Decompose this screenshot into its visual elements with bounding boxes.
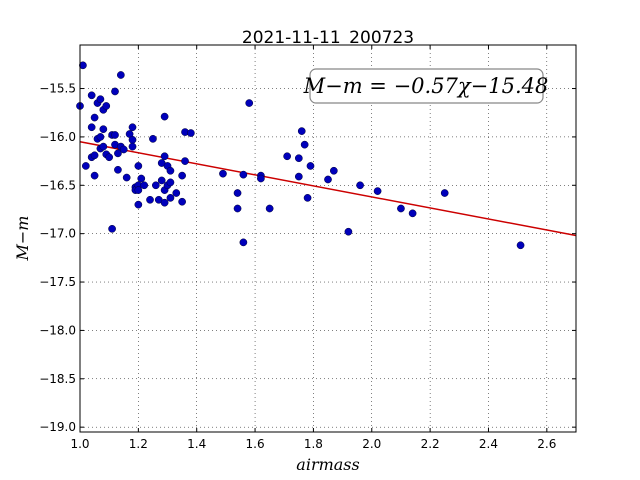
data-point xyxy=(245,99,254,107)
data-point xyxy=(373,187,382,195)
data-point xyxy=(181,157,189,165)
data-point xyxy=(122,173,131,182)
data-point xyxy=(166,166,175,175)
data-point xyxy=(149,134,157,143)
data-point xyxy=(134,162,143,170)
data-point xyxy=(128,142,137,151)
fit-equation: M−m = −0.57χ−15.48 xyxy=(303,74,549,98)
data-point xyxy=(219,169,227,178)
data-point xyxy=(111,131,119,139)
x-tick-labels: 1.0 1.2 1.4 1.6 1.8 2.0 2.2 2.4 2.6 xyxy=(70,437,556,451)
x-tick-label: 1.2 xyxy=(129,437,148,451)
data-point xyxy=(134,200,143,209)
data-point xyxy=(408,209,417,218)
data-point xyxy=(102,102,111,110)
data-point xyxy=(137,174,146,183)
x-tick-label: 2.0 xyxy=(362,437,381,451)
x-tick-label: 2.6 xyxy=(537,437,556,451)
data-point xyxy=(172,189,181,197)
x-tick-label: 1.6 xyxy=(246,437,265,451)
data-point xyxy=(90,113,99,122)
data-point xyxy=(187,129,195,137)
data-point xyxy=(239,238,248,247)
data-points xyxy=(76,61,525,250)
x-tick-label: 1.4 xyxy=(187,437,206,451)
data-point xyxy=(324,175,332,184)
data-point xyxy=(146,195,154,204)
data-point xyxy=(108,224,116,233)
chart-title: 2021-11-11_200723 xyxy=(242,28,414,48)
fit-equation-box xyxy=(309,68,544,104)
data-point xyxy=(87,91,96,100)
data-point xyxy=(178,197,186,206)
data-point xyxy=(119,145,128,154)
data-point xyxy=(160,152,169,161)
x-tick-label: 2.4 xyxy=(479,437,498,451)
data-point xyxy=(329,166,338,175)
data-point xyxy=(152,181,160,190)
y-axis-label: M−m xyxy=(13,216,32,262)
data-point xyxy=(99,142,108,151)
y-tick-label: −15.5 xyxy=(39,82,76,96)
y-tick-label: −16.5 xyxy=(39,178,76,192)
data-point xyxy=(128,135,137,144)
y-tick-labels: −15.5 −16.0 −16.5 −17.0 −17.5 −18.0 −18.5 −19.0 xyxy=(39,82,76,435)
grid xyxy=(79,45,576,432)
data-point xyxy=(233,189,242,197)
data-point xyxy=(81,162,90,170)
data-point xyxy=(105,153,114,162)
data-point xyxy=(160,112,169,121)
data-point xyxy=(294,154,303,163)
data-point xyxy=(233,204,242,213)
data-point xyxy=(306,162,315,170)
data-point xyxy=(344,227,353,236)
data-point xyxy=(239,170,248,179)
data-point xyxy=(283,152,292,161)
data-point xyxy=(157,176,166,185)
axis-ticks xyxy=(79,45,576,432)
data-point xyxy=(300,140,309,149)
data-point xyxy=(96,133,105,141)
data-point xyxy=(128,123,137,132)
data-point xyxy=(96,95,105,104)
data-point xyxy=(79,61,87,70)
data-point xyxy=(303,194,312,202)
data-point xyxy=(134,186,143,194)
data-point xyxy=(111,87,119,96)
data-point xyxy=(114,165,122,174)
data-point xyxy=(257,174,265,183)
data-point xyxy=(90,151,99,160)
data-point xyxy=(166,178,175,187)
data-point xyxy=(297,127,306,135)
plot-frame xyxy=(79,44,577,433)
data-point xyxy=(356,181,364,190)
data-point xyxy=(114,149,122,158)
x-axis-label: airmass xyxy=(296,455,359,474)
y-tick-label: −18.5 xyxy=(39,372,76,386)
y-tick-label: −16.0 xyxy=(39,130,76,144)
data-point xyxy=(516,241,525,250)
data-point xyxy=(397,204,405,213)
data-point xyxy=(116,71,125,79)
data-point xyxy=(294,172,303,181)
x-tick-label: 1.0 xyxy=(70,437,89,451)
y-tick-label: −17.0 xyxy=(39,227,76,241)
data-point xyxy=(440,189,449,197)
data-point xyxy=(87,123,96,132)
plot-area xyxy=(80,45,576,432)
data-point xyxy=(178,171,186,180)
y-tick-label: −18.0 xyxy=(39,323,76,337)
y-tick-label: −17.5 xyxy=(39,275,76,289)
data-point xyxy=(140,181,149,190)
x-tick-label: 2.2 xyxy=(421,437,440,451)
x-tick-label: 1.8 xyxy=(304,437,323,451)
data-point xyxy=(160,198,169,207)
data-point xyxy=(265,204,274,213)
data-point xyxy=(90,171,99,180)
data-point xyxy=(166,194,175,202)
y-tick-label: −19.0 xyxy=(39,420,76,434)
data-point xyxy=(99,125,108,134)
